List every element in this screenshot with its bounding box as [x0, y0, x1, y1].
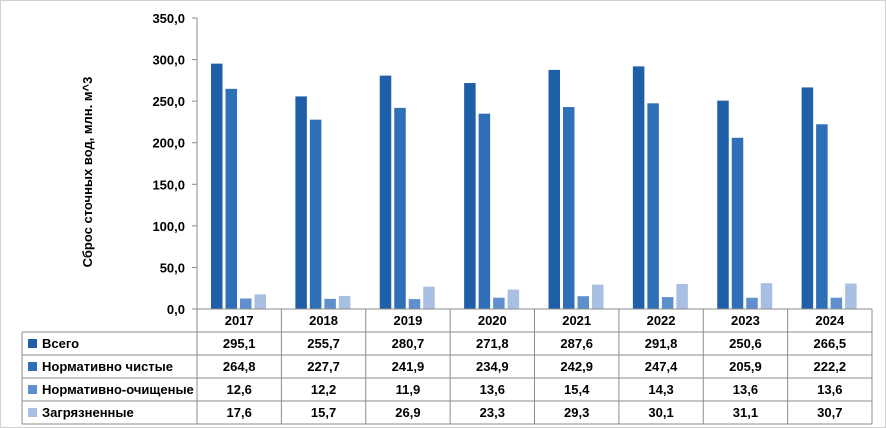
legend-swatch [28, 362, 37, 371]
bar [830, 297, 843, 309]
bar [309, 119, 322, 309]
bar [746, 297, 758, 309]
bar [563, 107, 575, 310]
bar [408, 299, 421, 309]
bar [548, 69, 560, 310]
data-label: 12,2 [311, 382, 336, 397]
x-tick-label: 2021 [562, 313, 591, 328]
data-label: 247,4 [645, 359, 678, 374]
y-axis-label: Сброс сточных вод, млн. м^3 [80, 77, 95, 268]
y-tick-label: 350,0 [152, 11, 185, 26]
bar [647, 103, 659, 310]
x-tick-label: 2024 [815, 313, 845, 328]
data-label: 30,1 [648, 405, 673, 420]
data-label: 271,8 [476, 336, 509, 351]
bar [379, 75, 392, 309]
data-label: 17,6 [227, 405, 252, 420]
y-tick-label: 200,0 [152, 136, 185, 151]
bar [845, 283, 857, 309]
y-tick-label: 250,0 [152, 94, 185, 109]
bar [717, 100, 729, 309]
bar [478, 113, 491, 310]
bar [676, 283, 688, 309]
data-label: 255,7 [307, 336, 340, 351]
data-label: 242,9 [560, 359, 593, 374]
bar [464, 83, 476, 309]
y-tick-label: 300,0 [152, 53, 185, 68]
bar [507, 289, 520, 309]
data-label: 15,4 [564, 382, 590, 397]
bar [240, 298, 252, 309]
data-label: 291,8 [645, 336, 678, 351]
bar [338, 295, 351, 309]
data-label: 280,7 [392, 336, 425, 351]
bar [577, 296, 589, 309]
bar [816, 124, 828, 310]
y-tick-label: 0,0 [167, 302, 185, 317]
data-label: 26,9 [395, 405, 420, 420]
y-tick-label: 150,0 [152, 177, 185, 192]
bar [394, 107, 406, 309]
data-label: 205,9 [729, 359, 762, 374]
data-label: 295,1 [223, 336, 256, 351]
data-label: 23,3 [480, 405, 505, 420]
data-label: 29,3 [564, 405, 589, 420]
y-tick-label: 100,0 [152, 219, 185, 234]
x-tick-label: 2023 [731, 313, 760, 328]
bar [225, 88, 237, 310]
bar [254, 294, 266, 309]
bar [632, 66, 645, 309]
bar [592, 284, 604, 309]
legend-label: Нормативно-очищеные [42, 382, 194, 397]
data-label: 264,8 [223, 359, 256, 374]
x-tick-label: 2018 [309, 313, 338, 328]
bar [731, 137, 744, 309]
data-label: 30,7 [817, 405, 842, 420]
x-tick-label: 2022 [647, 313, 676, 328]
legend-label: Нормативно чистые [42, 359, 173, 374]
data-label: 13,6 [480, 382, 505, 397]
legend-swatch [28, 339, 37, 348]
data-label: 14,3 [648, 382, 673, 397]
x-tick-label: 2017 [225, 313, 254, 328]
bar [760, 283, 773, 309]
data-label: 15,7 [311, 405, 336, 420]
data-label: 287,6 [560, 336, 593, 351]
legend-swatch [28, 385, 37, 394]
data-label: 13,6 [733, 382, 758, 397]
bar [295, 96, 307, 309]
data-label: 227,7 [307, 359, 340, 374]
bar [423, 286, 435, 309]
bar [801, 87, 814, 309]
bar [211, 63, 223, 309]
legend-label: Загрязненные [42, 405, 134, 420]
data-label: 11,9 [396, 382, 421, 397]
data-label: 266,5 [814, 336, 847, 351]
bar [324, 298, 336, 309]
data-label: 13,6 [817, 382, 842, 397]
x-tick-label: 2019 [393, 313, 422, 328]
data-label: 241,9 [392, 359, 425, 374]
x-tick-label: 2020 [478, 313, 507, 328]
data-label: 250,6 [729, 336, 762, 351]
legend-swatch [28, 408, 37, 417]
bar [661, 297, 674, 309]
legend-label: Всего [42, 336, 79, 351]
bar [493, 297, 505, 309]
data-label: 234,9 [476, 359, 509, 374]
data-label: 222,2 [814, 359, 847, 374]
data-label: 31,1 [733, 405, 758, 420]
data-label: 12,6 [227, 382, 252, 397]
y-tick-label: 50,0 [160, 260, 185, 275]
